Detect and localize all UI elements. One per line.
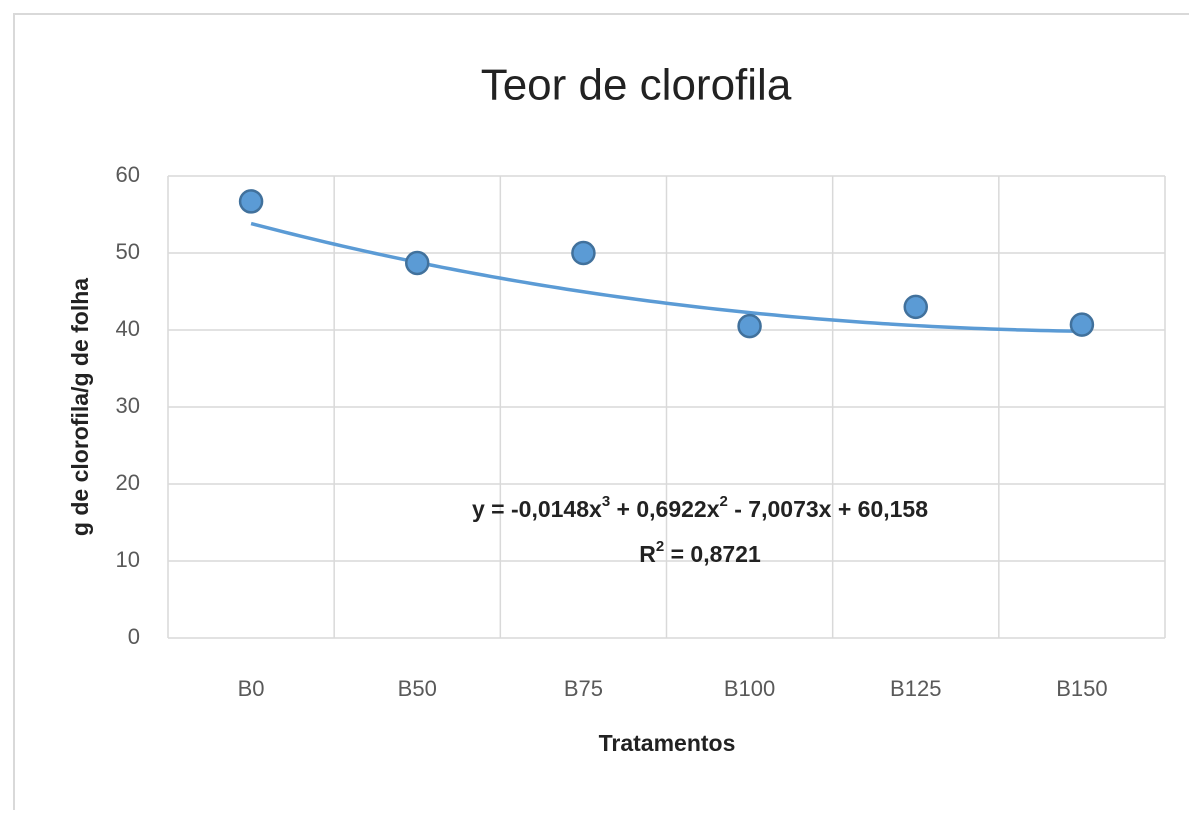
y-tick-label: 10 (116, 547, 140, 572)
y-tick-label: 30 (116, 393, 140, 418)
x-tick-label: B75 (564, 676, 603, 701)
trendline-equation: y = -0,0148x3 + 0,6922x2 - 7,0073x + 60,… (472, 493, 928, 522)
chart-border (13, 13, 1189, 815)
x-axis-label: Tratamentos (599, 730, 736, 756)
trendline (250, 221, 1082, 334)
text-part: + 0,6922x (610, 496, 720, 522)
point (238, 189, 264, 214)
r-squared: R2 = 0,8721 (639, 538, 761, 567)
text-part: 3 (602, 493, 610, 510)
text-part: 2 (720, 493, 728, 510)
text-part: R (639, 541, 656, 567)
point (405, 250, 430, 276)
text-part: = 0,8721 (664, 541, 761, 567)
y-tick-label: 0 (128, 624, 140, 649)
x-tick-label: B150 (1056, 676, 1107, 701)
text-part: 2 (656, 538, 664, 555)
x-tick-label: B125 (890, 676, 941, 701)
x-tick-label: B100 (724, 676, 775, 701)
y-axis-label: g de clorofila/g de folha (67, 278, 93, 536)
y-tick-label: 40 (116, 316, 140, 341)
point (1069, 312, 1095, 337)
text-part: - 7,0073x + 60,158 (728, 496, 928, 522)
y-tick-label: 50 (116, 239, 140, 264)
point (571, 240, 596, 266)
plot-area: 0 10 20 30 40 50 60 B0 B50 B75 B100 B125 B150 (116, 162, 1166, 701)
point (737, 313, 762, 339)
y-tick-label: 20 (116, 470, 140, 495)
x-tick-label: B0 (238, 676, 265, 701)
y-tick-label: 60 (116, 162, 140, 187)
point (903, 294, 928, 320)
chart-title: Teor de clorofila (481, 61, 792, 110)
text-part: y = -0,0148x (472, 496, 602, 522)
x-tick-label: B50 (398, 676, 437, 701)
